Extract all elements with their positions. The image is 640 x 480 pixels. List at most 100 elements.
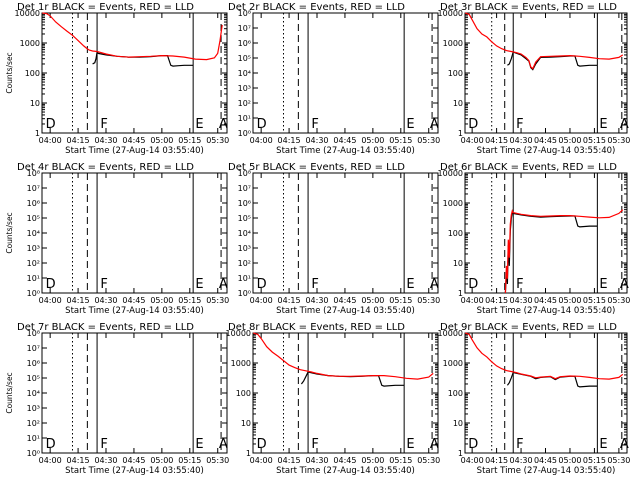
- event-marker-letter: A: [430, 117, 439, 132]
- x-tick-label: 04:15: [67, 136, 90, 145]
- chart-panel-6: Det 6r BLACK = Events, RED = LLD 1 10 100 10…: [438, 162, 631, 316]
- x-axis-label: Start Time (27-Aug-14 03:55:40): [65, 466, 204, 476]
- x-axis-label: Start Time (27-Aug-14 03:55:40): [276, 306, 415, 316]
- x-tick-label: 05:00: [558, 456, 581, 465]
- event-marker-letter: E: [195, 277, 203, 292]
- x-tick-label: 05:15: [178, 456, 201, 465]
- event-marker-letter: D: [468, 117, 478, 132]
- x-tick-label: 04:45: [333, 456, 356, 465]
- panel-title: Det 3r BLACK = Events, RED = LLD: [440, 2, 617, 13]
- x-tick-label: 04:45: [534, 296, 557, 305]
- x-tick-label: 05:00: [150, 456, 173, 465]
- series-line-lld: [465, 12, 624, 70]
- x-axis-label: Start Time (27-Aug-14 03:55:40): [477, 306, 616, 316]
- plot-frame: [252, 332, 439, 454]
- panel-title: Det 7r BLACK = Events, RED = LLD: [17, 322, 194, 333]
- y-tick-label: 10: [453, 259, 463, 268]
- y-tick-label: 1000: [231, 359, 251, 368]
- series-line-lld: [42, 12, 223, 61]
- x-tick-label: 04:15: [485, 136, 508, 145]
- y-tick-label: 10⁴: [238, 69, 251, 78]
- y-tick-label: 10²: [27, 419, 40, 428]
- x-tick-label: 05:00: [361, 456, 384, 465]
- x-tick-label: 04:30: [94, 136, 117, 145]
- x-tick-label: 04:30: [94, 456, 117, 465]
- x-tick-label: 05:30: [417, 296, 440, 305]
- series-line-events: [300, 371, 405, 387]
- y-tick-label: 10000: [438, 329, 463, 338]
- x-tick-label: 05:00: [150, 296, 173, 305]
- plot-frame: [41, 332, 228, 454]
- y-tick-label: 100: [448, 389, 463, 398]
- x-tick-label: 04:30: [305, 136, 328, 145]
- plot-frame: [41, 172, 228, 294]
- event-marker-letter: F: [311, 277, 318, 292]
- y-axis-label: Counts/sec: [5, 372, 14, 413]
- y-tick-label: 10⁵: [238, 214, 251, 223]
- panel-title: Det 8r BLACK = Events, RED = LLD: [228, 322, 405, 333]
- series-line-lld: [504, 209, 624, 294]
- y-tick-label: 10⁶: [27, 359, 40, 368]
- x-tick-label: 05:00: [558, 136, 581, 145]
- x-tick-label: 04:15: [67, 296, 90, 305]
- y-tick-label: 10⁵: [27, 214, 40, 223]
- y-tick-label: 100: [448, 229, 463, 238]
- panel-title: Det 5r BLACK = Events, RED = LLD: [228, 162, 405, 173]
- chart-panel-2: Det 2r BLACK = Events, RED = LLD 10⁰ 10¹ 10…: [228, 2, 440, 156]
- x-tick-label: 05:30: [417, 456, 440, 465]
- event-marker-letter: F: [516, 437, 523, 452]
- panel-title: Det 4r BLACK = Events, RED = LLD: [17, 162, 194, 173]
- chart-panel-5: Det 5r BLACK = Events, RED = LLD 10⁰ 10¹ 10…: [228, 162, 440, 316]
- plot-frame: [41, 12, 228, 134]
- event-marker-letter: A: [430, 277, 439, 292]
- event-marker-letter: D: [257, 277, 267, 292]
- x-tick-label: 04:30: [510, 136, 533, 145]
- event-marker-letter: A: [430, 437, 439, 452]
- event-marker-letter: F: [311, 117, 318, 132]
- x-tick-label: 04:45: [122, 136, 145, 145]
- y-tick-label: 10⁶: [27, 199, 40, 208]
- series-line-events: [506, 371, 598, 388]
- y-tick-label: 10000: [226, 329, 251, 338]
- x-tick-label: 04:15: [485, 456, 508, 465]
- y-tick-label: 10¹: [27, 274, 40, 283]
- x-tick-label: 04:00: [39, 456, 62, 465]
- event-marker-letter: F: [100, 117, 107, 132]
- x-tick-label: 04:15: [278, 136, 301, 145]
- y-tick-label: 10²: [27, 259, 40, 268]
- y-tick-label: 1000: [20, 39, 40, 48]
- y-tick-label: 10⁷: [27, 344, 40, 353]
- y-tick-label: 10000: [15, 9, 40, 18]
- y-tick-label: 10⁷: [238, 24, 251, 33]
- event-marker-letter: A: [219, 277, 228, 292]
- x-tick-label: 05:30: [417, 136, 440, 145]
- chart-panel-7: Det 7r BLACK = Events, RED = LLD 10⁰ 10¹ 10…: [5, 322, 229, 476]
- series-line-lld: [253, 332, 434, 380]
- x-tick-label: 04:15: [278, 296, 301, 305]
- y-tick-label: 10³: [27, 404, 40, 413]
- y-tick-label: 10³: [238, 84, 251, 93]
- x-tick-label: 04:15: [67, 456, 90, 465]
- x-tick-label: 04:30: [510, 296, 533, 305]
- x-tick-label: 05:15: [389, 456, 412, 465]
- x-tick-label: 04:00: [461, 456, 484, 465]
- x-tick-label: 04:30: [305, 456, 328, 465]
- y-tick-label: 1000: [443, 359, 463, 368]
- y-tick-label: 10⁷: [27, 184, 40, 193]
- event-marker-letter: D: [468, 437, 478, 452]
- x-tick-label: 05:30: [206, 296, 229, 305]
- y-tick-label: 10⁴: [238, 229, 251, 238]
- x-tick-label: 05:00: [361, 136, 384, 145]
- event-marker-letter: A: [620, 117, 629, 132]
- plot-frame: [252, 12, 439, 134]
- y-tick-label: 10⁵: [238, 54, 251, 63]
- y-tick-label: 1: [458, 129, 463, 138]
- chart-panel-8: Det 8r BLACK = Events, RED = LLD 1 10 100 10…: [226, 322, 441, 476]
- y-tick-label: 10²: [238, 99, 251, 108]
- event-marker-letter: A: [620, 277, 629, 292]
- event-marker-letter: A: [620, 437, 629, 452]
- y-tick-label: 10: [453, 419, 463, 428]
- x-tick-label: 04:45: [122, 456, 145, 465]
- y-tick-label: 10000: [438, 9, 463, 18]
- x-axis-label: Start Time (27-Aug-14 03:55:40): [65, 146, 204, 156]
